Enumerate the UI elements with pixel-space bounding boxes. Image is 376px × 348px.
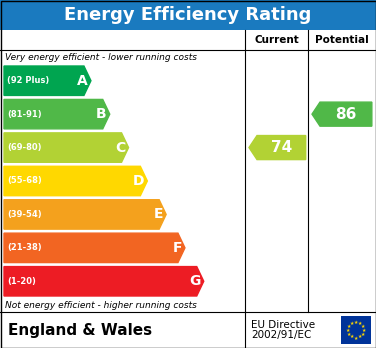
Bar (0, 0, 376, 30)
Text: Very energy efficient - lower running costs: Very energy efficient - lower running co… (5, 53, 197, 62)
Polygon shape (4, 100, 110, 129)
Text: (55-68): (55-68) (7, 176, 42, 185)
Text: ★: ★ (358, 334, 362, 339)
Polygon shape (4, 267, 204, 296)
Text: (1-20): (1-20) (7, 277, 36, 286)
Text: England & Wales: England & Wales (8, 323, 152, 338)
Text: 74: 74 (271, 140, 292, 155)
Text: (39-54): (39-54) (7, 210, 42, 219)
Text: D: D (133, 174, 144, 188)
Text: ★: ★ (347, 324, 351, 329)
Text: Potential: Potential (315, 35, 369, 45)
Text: 2002/91/EC: 2002/91/EC (251, 330, 311, 340)
Polygon shape (4, 200, 166, 229)
Text: (81-91): (81-91) (7, 110, 42, 119)
Text: ★: ★ (361, 324, 365, 329)
Text: C: C (115, 141, 126, 155)
Polygon shape (4, 166, 147, 196)
Text: (21-38): (21-38) (7, 243, 42, 252)
Bar (341, 316, 371, 344)
Text: (92 Plus): (92 Plus) (7, 76, 49, 85)
Text: ★: ★ (350, 321, 354, 326)
Text: Not energy efficient - higher running costs: Not energy efficient - higher running co… (5, 301, 197, 309)
Polygon shape (249, 135, 306, 160)
Text: ★: ★ (361, 332, 365, 337)
Polygon shape (4, 66, 91, 95)
Text: (69-80): (69-80) (7, 143, 41, 152)
Text: ★: ★ (347, 332, 351, 337)
Text: F: F (173, 241, 182, 255)
Polygon shape (312, 102, 372, 126)
Text: ★: ★ (362, 327, 366, 332)
Text: 86: 86 (335, 106, 356, 122)
Text: ★: ★ (354, 319, 358, 324)
Text: ★: ★ (358, 321, 362, 326)
Text: B: B (96, 107, 107, 121)
Text: A: A (77, 74, 88, 88)
Text: EU Directive: EU Directive (251, 320, 315, 330)
Text: ★: ★ (350, 334, 354, 339)
Text: E: E (154, 207, 163, 221)
Text: ★: ★ (354, 335, 358, 340)
Text: G: G (190, 274, 201, 288)
Polygon shape (4, 133, 129, 162)
Text: Current: Current (254, 35, 299, 45)
Text: ★: ★ (346, 327, 350, 332)
Text: Energy Efficiency Rating: Energy Efficiency Rating (64, 6, 312, 24)
Polygon shape (4, 233, 185, 263)
